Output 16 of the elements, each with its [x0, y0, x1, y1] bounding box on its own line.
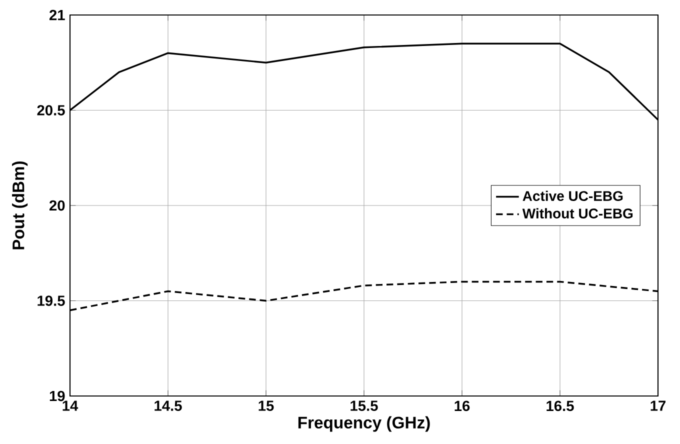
x-tick-label: 17: [650, 400, 666, 411]
legend-label: Without UC-EBG: [522, 208, 633, 218]
x-tick-label: 16.5: [546, 400, 574, 412]
x-tick-label: 14.5: [154, 400, 182, 411]
x-tick-label: 14: [62, 400, 78, 411]
x-tick-label: 16: [454, 400, 470, 412]
y-tick-label: 19.5: [38, 296, 65, 306]
y-tick-label: 20.5: [37, 105, 65, 116]
x-tick-label: 15.5: [350, 400, 378, 411]
legend-label: Active UC-EBG: [522, 190, 623, 201]
x-tick-label: 15: [258, 400, 274, 411]
y-tick-label: 21: [49, 10, 65, 20]
y-tick-label: 20: [49, 200, 65, 211]
y-tick-label: 19: [50, 390, 65, 402]
y-axis-title: Pout (dBm): [12, 161, 28, 250]
x-axis-title: Frequency (GHz): [298, 416, 430, 432]
